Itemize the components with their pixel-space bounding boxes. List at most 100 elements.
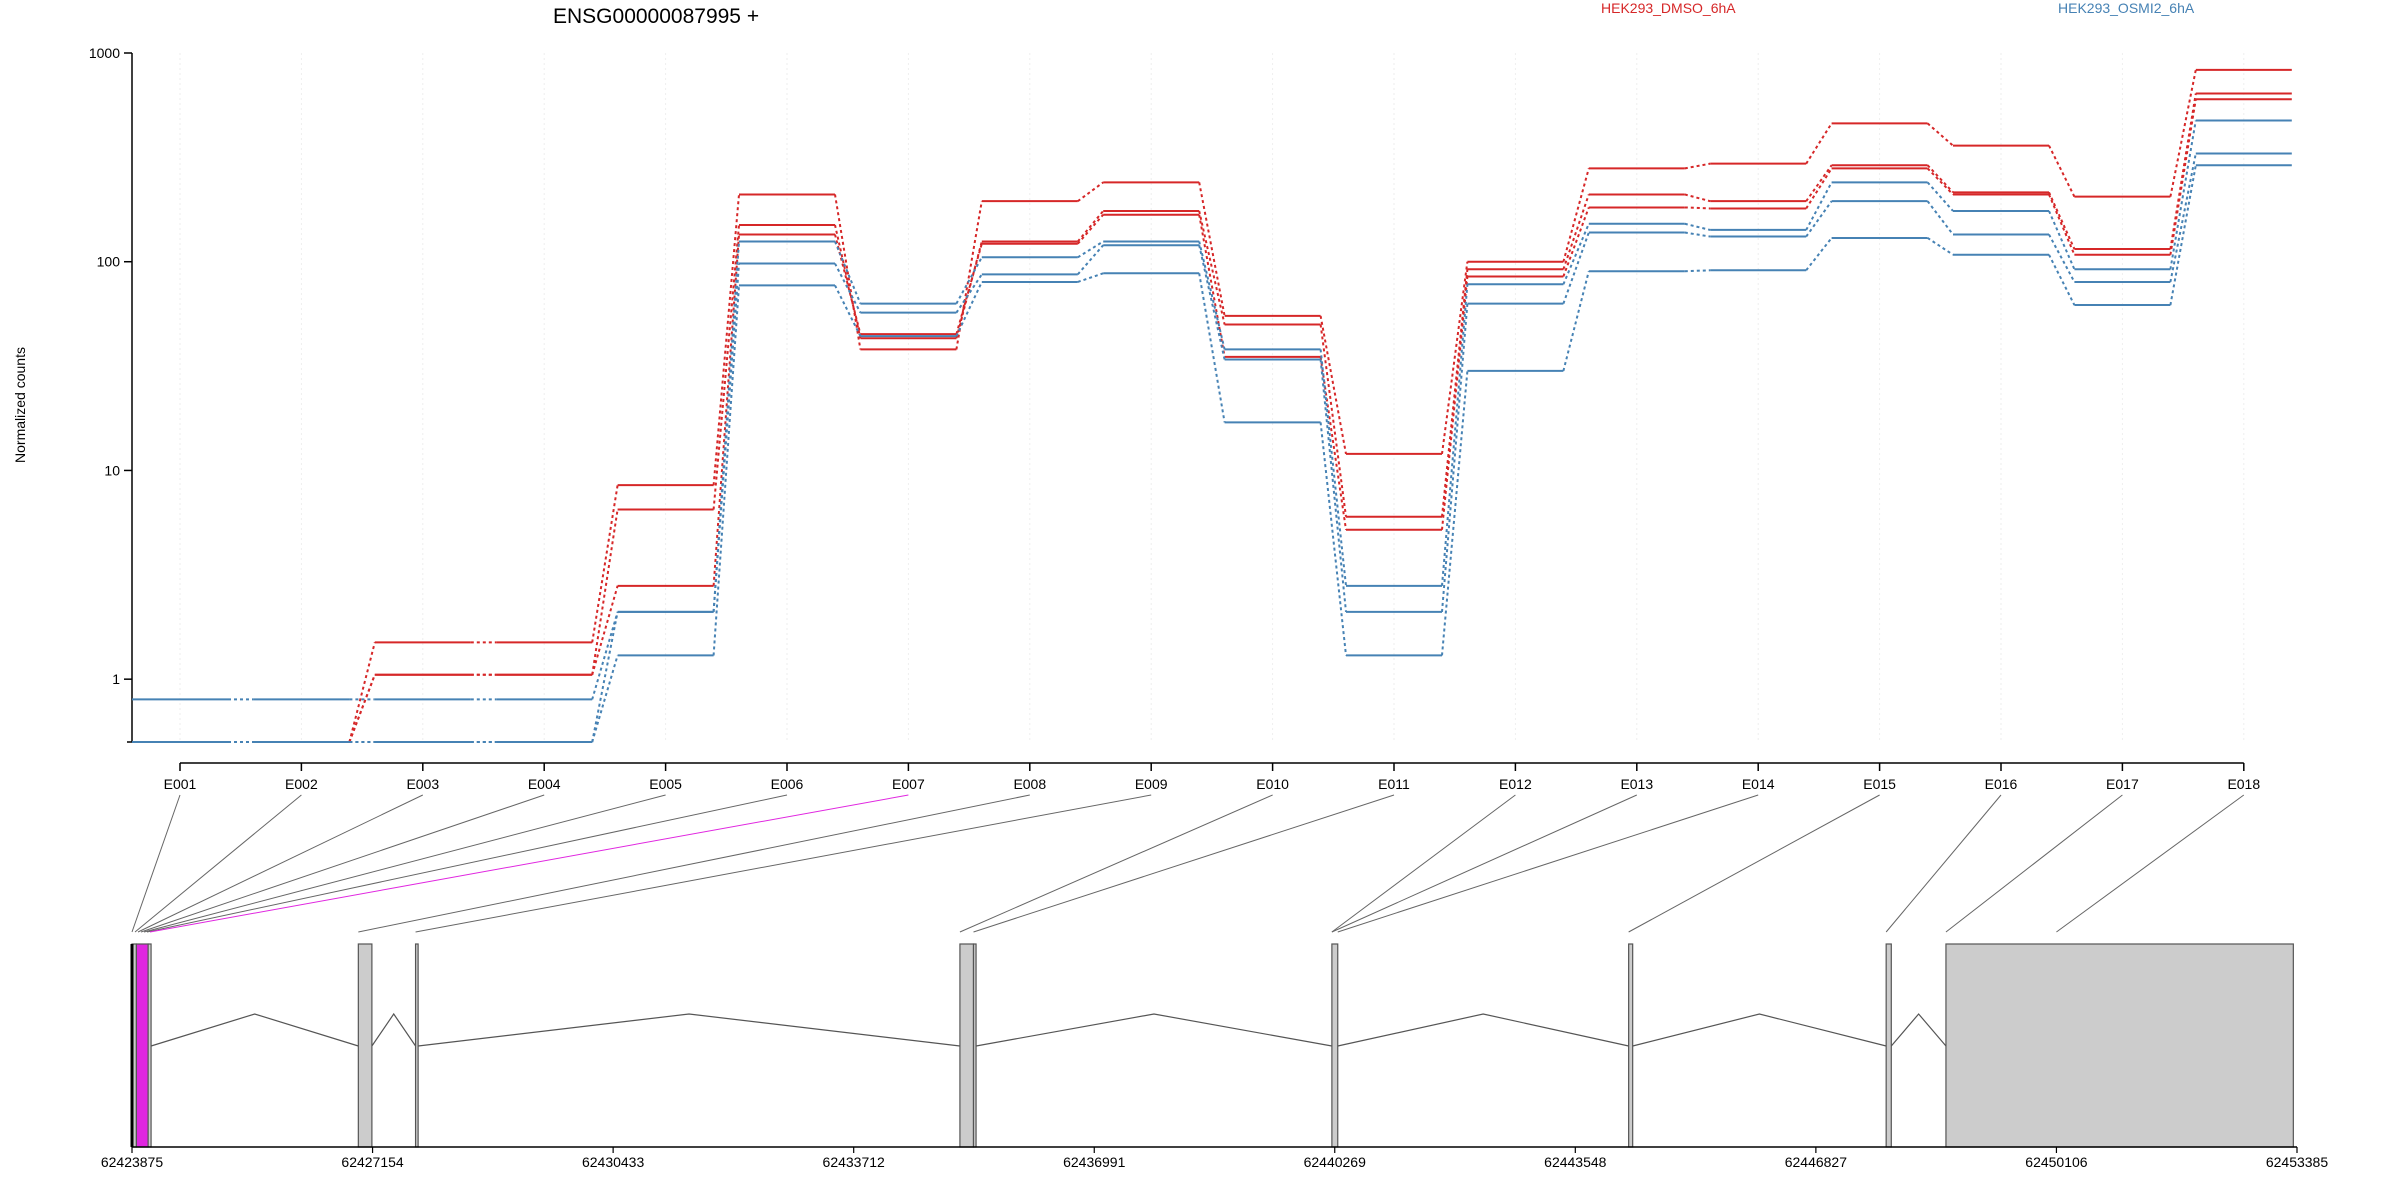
exon-connector [415,794,1152,933]
series-transition [591,585,619,676]
y-tick-label: 1000 [89,45,120,61]
series-transition [591,509,619,675]
intron [975,1013,1332,1047]
exon-connector [959,794,1273,933]
exon-block [357,943,373,1148]
series-transition [1926,200,1954,236]
series-transition [712,263,740,612]
exon-block [972,943,977,1148]
series-transition [2169,120,2197,270]
series-transition [834,224,862,339]
series-transition [1198,210,1226,325]
series-transition [1077,272,1104,283]
series-transition [348,642,376,743]
x-tick-label: E009 [1135,776,1168,792]
series-transition [1684,222,1711,231]
chart-title: ENSG00000087995 + [553,5,759,28]
x-tick-label: E008 [1013,776,1046,792]
series-transition [955,273,983,314]
series-transition [1319,356,1347,530]
x-tick-label: E006 [771,776,804,792]
intron [150,1013,359,1047]
x-tick-label: E002 [285,776,318,792]
series-transition [1319,359,1347,613]
series-transition [1805,167,1833,209]
series-transition [955,201,983,350]
exon-connector [149,794,909,933]
coordinate-tick-label: 62430433 [582,1154,645,1170]
exon-connector [973,794,1395,933]
legend-entry-osmi2: HEK293_OSMI2_6hA [2058,0,2195,16]
exon-block [414,943,419,1148]
exon-connector [358,794,1030,933]
series-transition [955,281,983,337]
legend-entry-dmso: HEK293_DMSO_6hA [1601,0,1736,16]
x-tick-label: E017 [2106,776,2139,792]
coordinate-tick-label: 62433712 [823,1154,886,1170]
x-tick-label: E001 [164,776,197,792]
series-transition [1805,122,1833,165]
series-transition [1077,210,1104,243]
x-tick-label: E011 [1378,776,1410,792]
series-transition [712,194,740,486]
series-transition [591,485,619,643]
coordinate-tick-label: 62446827 [1785,1154,1848,1170]
series-transition [1198,273,1226,423]
series-transition [1562,207,1590,277]
series-transition [712,285,740,656]
series-transition [1562,223,1590,285]
exon-connector [1331,794,1638,933]
coordinate-tick-label: 62450106 [2025,1154,2088,1170]
coordinate-tick-label: 62453385 [2266,1154,2329,1170]
series-transition [955,243,983,335]
series-transition [1684,231,1711,238]
series-lines [132,68,2292,743]
exon-connector [137,794,424,933]
series-transition [1319,324,1347,517]
coordinate-tick-label: 62427154 [341,1154,404,1170]
series-2 [132,98,2292,743]
exon-connector [143,794,666,933]
series-transition [1926,164,1954,194]
series-transition [1077,240,1104,259]
series-1 [132,92,2292,743]
series-transition [1684,269,1711,273]
series-transition [1805,164,1833,202]
exon-block [1945,943,2294,1148]
series-transition [1926,181,1954,212]
series-transition [2048,194,2076,256]
exon-connector [140,794,545,933]
exon-connector [134,794,302,933]
series-transition [1562,194,1590,270]
coordinate-tick-label: 62436991 [1063,1154,1126,1170]
series-transition [1562,271,1590,372]
x-tick-label: E013 [1620,776,1653,792]
series-transition [1805,181,1833,231]
x-tick-label: E012 [1499,776,1532,792]
series-transition [591,611,619,743]
coordinate-tick-label: 62443548 [1544,1154,1607,1170]
series-transition [1198,182,1226,317]
coordinate-tick-label: 62423875 [101,1154,164,1170]
exon-connectors [131,794,2245,933]
x-tick-label: E010 [1256,776,1289,792]
x-tick-label: E007 [892,776,925,792]
x-tick-label: E005 [649,776,682,792]
exon-block [1885,943,1892,1148]
y-tick-label: 1 [112,671,120,687]
exon-block [135,943,149,1148]
series-transition [2048,191,2076,250]
series-transition [955,256,983,305]
series-transition [834,241,862,304]
x-tick-label: E014 [1742,776,1775,792]
exon-block [1331,943,1339,1148]
exon-block [959,943,975,1148]
series-transition [2169,153,2197,283]
series-transition [1926,122,1954,147]
series-transition [955,241,983,339]
axes: 1 10 100 1000 E001 E002 E003 E004 E005 E006 E007 E0… [89,45,2261,792]
series-5 [132,164,2292,743]
series-transition [1441,284,1469,586]
gene-model: 62423875 62427154 62430433 62433712 62436991… [101,943,2329,1170]
